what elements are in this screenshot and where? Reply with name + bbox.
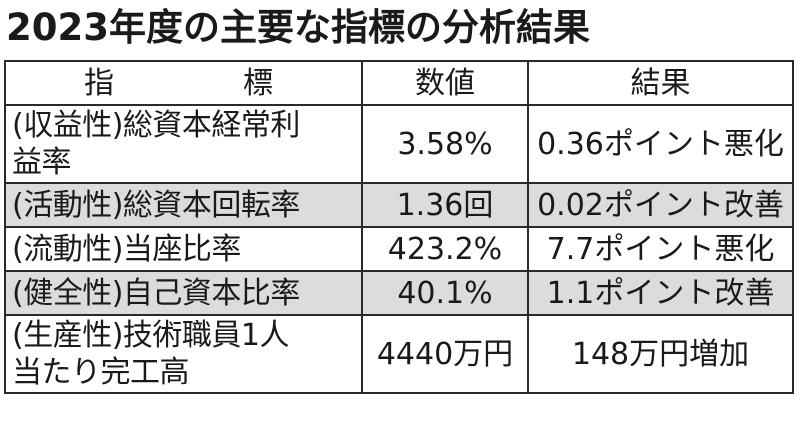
- table-row: (流動性)当座比率 423.2% 7.7ポイント悪化: [4, 226, 794, 272]
- header-value: 数値: [361, 60, 529, 106]
- table-row: (生産性)技術職員1人 当たり完工高 4440万円 148万円増加: [4, 314, 794, 394]
- header-result: 結果: [527, 60, 794, 106]
- metric-cell: (活動性)総資本回転率: [4, 182, 363, 228]
- table-row: (健全性)自己資本比率 40.1% 1.1ポイント改善: [4, 270, 794, 316]
- header-metric-char: 標: [243, 65, 273, 101]
- header-metric-char: 指: [84, 65, 114, 101]
- metric-label: (健全性)自己資本比率: [12, 275, 300, 311]
- table-row: (収益性)総資本経常利 益率 3.58% 0.36ポイント悪化: [4, 104, 794, 184]
- metric-label: (収益性)総資本経常利: [12, 108, 300, 143]
- result-cell: 148万円増加: [527, 314, 794, 394]
- metric-cell: (流動性)当座比率: [4, 226, 363, 272]
- table-header-row: 指 標 数値 結果: [4, 60, 794, 106]
- result-cell: 0.36ポイント悪化: [527, 104, 794, 184]
- metric-label: (活動性)総資本回転率: [12, 187, 300, 223]
- result-cell: 1.1ポイント改善: [527, 270, 794, 316]
- metric-cell: (健全性)自己資本比率: [4, 270, 363, 316]
- result-cell: 0.02ポイント改善: [527, 182, 794, 228]
- value-cell: 40.1%: [361, 270, 529, 316]
- header-metric: 指 標: [4, 60, 363, 106]
- value-cell: 4440万円: [361, 314, 529, 394]
- value-cell: 3.58%: [361, 104, 529, 184]
- metric-cell: (収益性)総資本経常利 益率: [4, 104, 363, 184]
- metric-label-continued: 益率: [12, 145, 72, 180]
- value-cell: 1.36回: [361, 182, 529, 228]
- page-title: 2023年度の主要な指標の分析結果: [6, 6, 590, 49]
- metric-label-continued: 当たり完工高: [12, 355, 190, 390]
- result-cell: 7.7ポイント悪化: [527, 226, 794, 272]
- metric-cell: (生産性)技術職員1人 当たり完工高: [4, 314, 363, 394]
- value-cell: 423.2%: [361, 226, 529, 272]
- metric-label: (流動性)当座比率: [12, 231, 241, 267]
- table-row: (活動性)総資本回転率 1.36回 0.02ポイント改善: [4, 182, 794, 228]
- metric-label: (生産性)技術職員1人: [12, 318, 290, 353]
- indicator-table: 指 標 数値 結果 (収益性)総資本経常利 益率 3.58% 0.36ポイント悪…: [4, 60, 794, 394]
